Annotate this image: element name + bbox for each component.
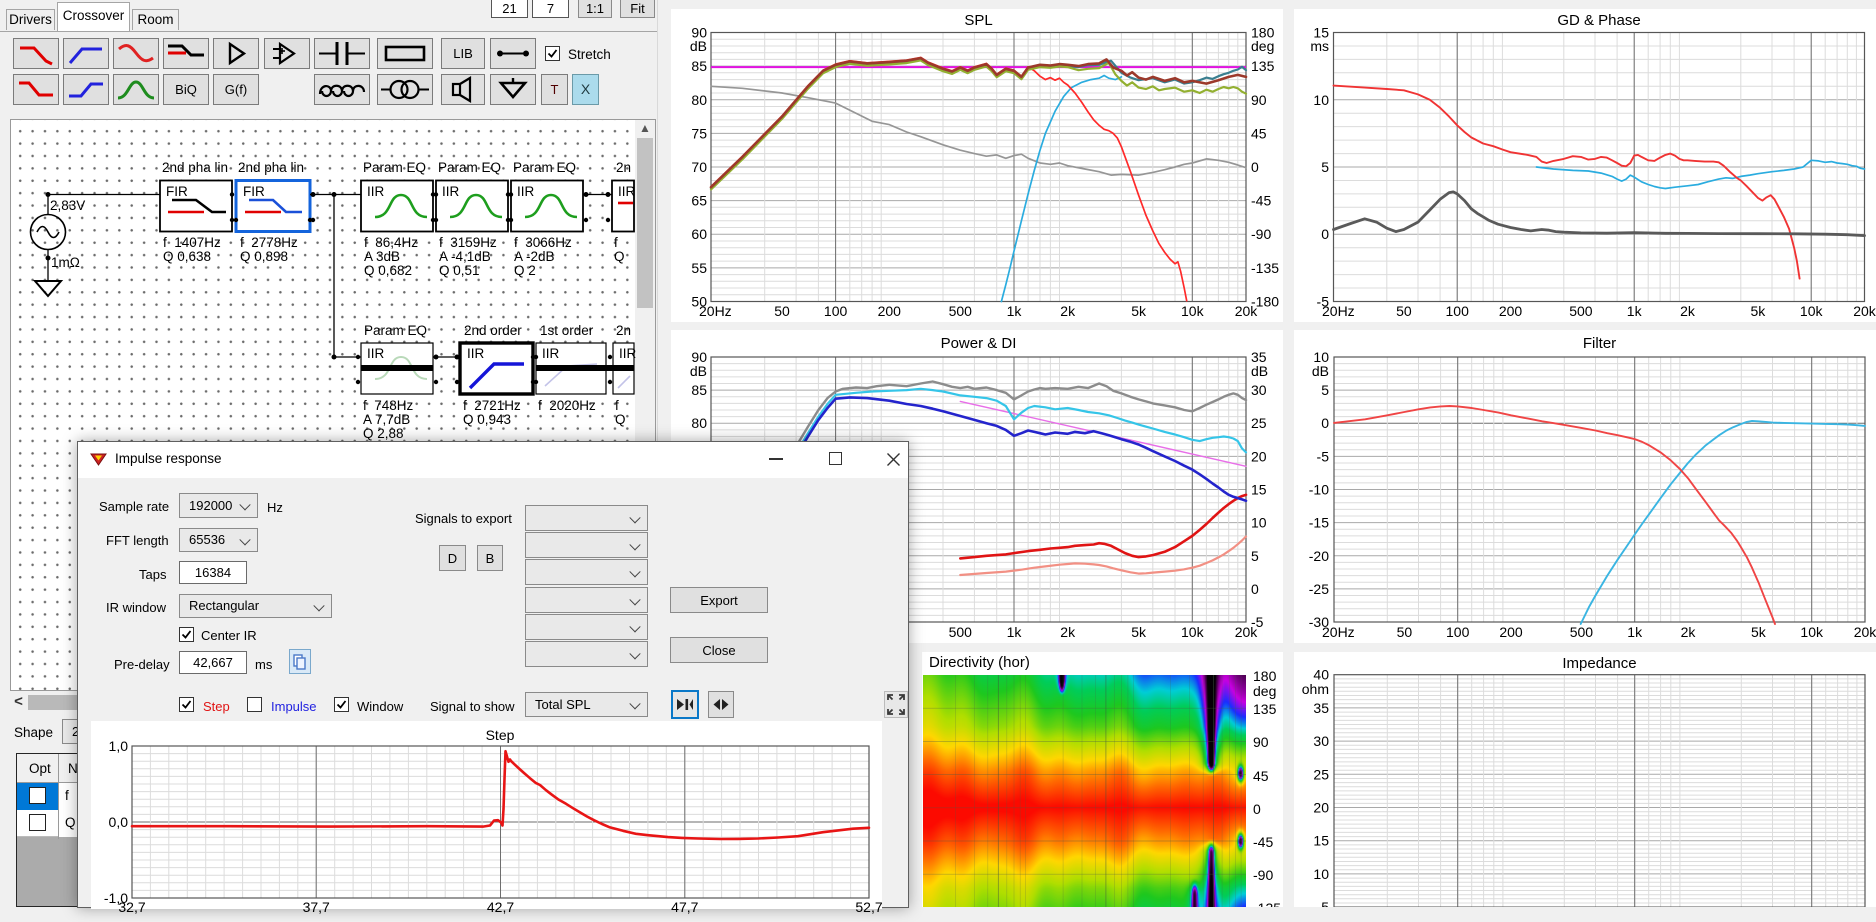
svg-text:47,7: 47,7 [671,899,698,915]
svg-text:52,7: 52,7 [855,899,882,915]
svg-text:1,0: 1,0 [109,738,129,754]
svg-text:Step: Step [486,727,515,743]
svg-text:37,7: 37,7 [303,899,330,915]
svg-text:-1,0: -1,0 [104,890,128,906]
svg-text:42,7: 42,7 [487,899,514,915]
svg-text:0,0: 0,0 [109,814,129,830]
svg-text:32,7: 32,7 [118,899,145,915]
